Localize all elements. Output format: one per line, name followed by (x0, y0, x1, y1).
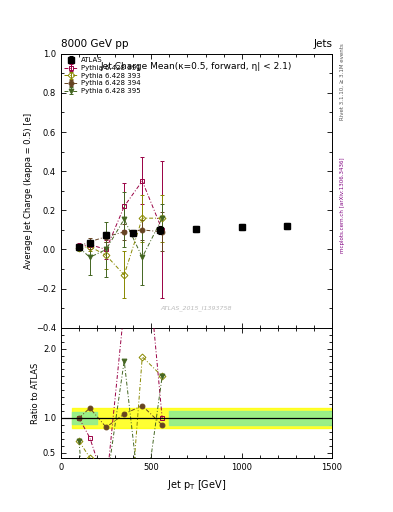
Text: Jets: Jets (313, 38, 332, 49)
Text: Jet Charge Mean(κ=0.5, forward, η| < 2.1): Jet Charge Mean(κ=0.5, forward, η| < 2.1… (101, 62, 292, 71)
Legend: ATLAS, Pythia 6.428 391, Pythia 6.428 393, Pythia 6.428 394, Pythia 6.428 395: ATLAS, Pythia 6.428 391, Pythia 6.428 39… (63, 56, 142, 96)
Y-axis label: Average Jet Charge (kappa = 0.5) [e]: Average Jet Charge (kappa = 0.5) [e] (24, 113, 33, 269)
Text: ATLAS_2015_I1393758: ATLAS_2015_I1393758 (161, 306, 232, 311)
Text: Rivet 3.1.10, ≥ 3.1M events: Rivet 3.1.10, ≥ 3.1M events (340, 44, 345, 120)
X-axis label: Jet $\mathregular{p_T}$ [GeV]: Jet $\mathregular{p_T}$ [GeV] (167, 478, 226, 492)
Text: 8000 GeV pp: 8000 GeV pp (61, 38, 129, 49)
Y-axis label: Ratio to ATLAS: Ratio to ATLAS (31, 362, 40, 423)
Text: mcplots.cern.ch [arXiv:1306.3436]: mcplots.cern.ch [arXiv:1306.3436] (340, 157, 345, 252)
